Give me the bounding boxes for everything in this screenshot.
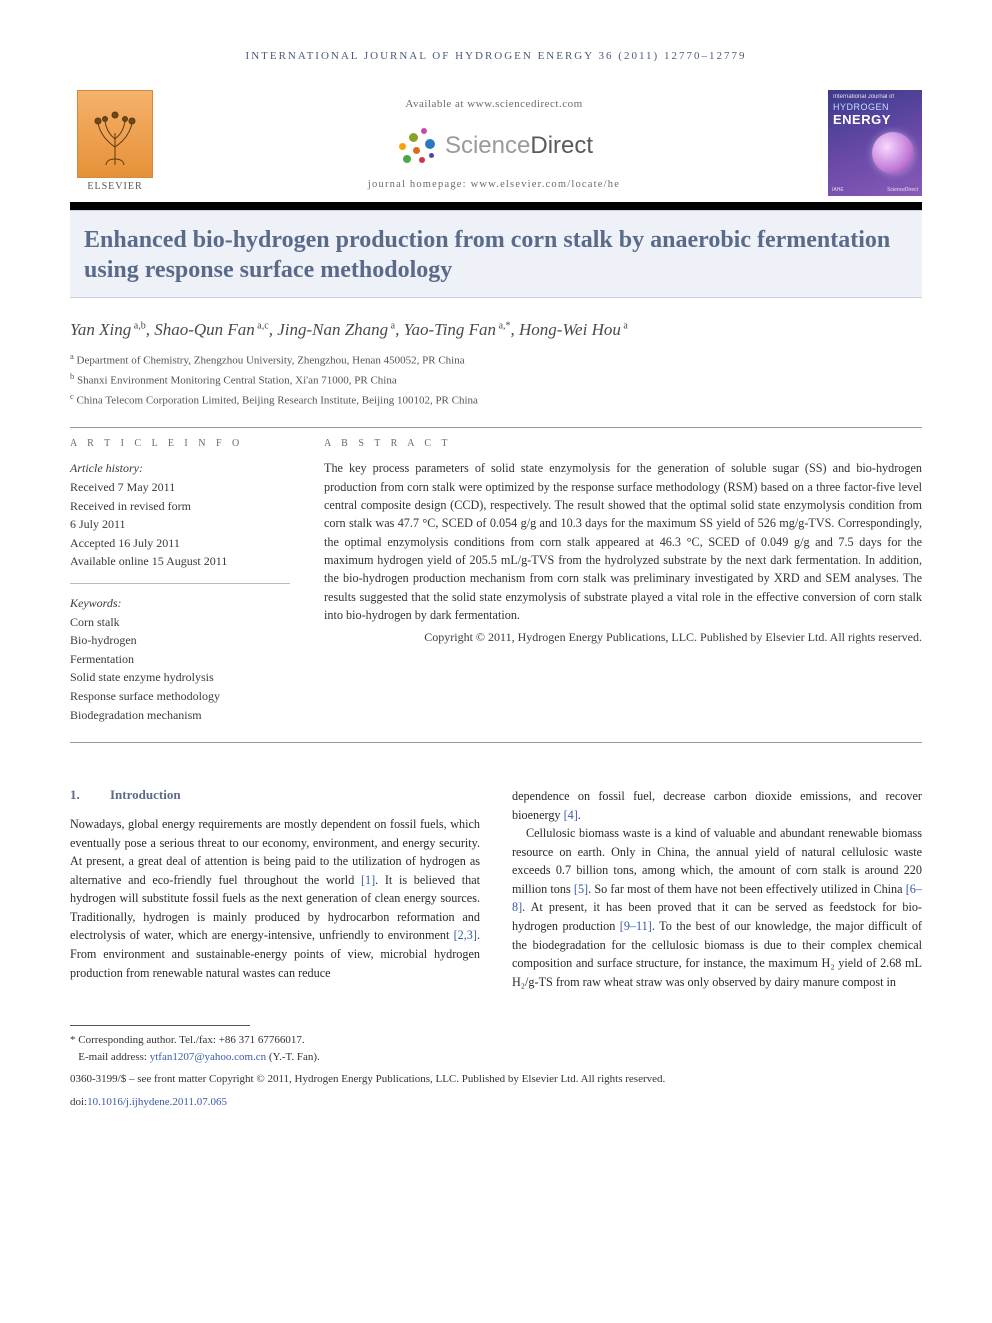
article-history: Article history: Received 7 May 2011Rece… — [70, 459, 290, 571]
history-line: Accepted 16 July 2011 — [70, 534, 290, 553]
running-head: INTERNATIONAL JOURNAL OF HYDROGEN ENERGY… — [70, 50, 922, 62]
elsevier-logo: ELSEVIER — [70, 90, 160, 196]
doi-link[interactable]: 10.1016/j.ijhydene.2011.07.065 — [87, 1096, 227, 1108]
section-1-heading: 1.Introduction — [70, 787, 480, 803]
footnote-rule — [70, 1025, 250, 1026]
history-line: Available online 15 August 2011 — [70, 552, 290, 571]
keyword: Biodegradation mechanism — [70, 706, 290, 725]
affiliation: b Shanxi Environment Monitoring Central … — [70, 370, 922, 389]
affiliations: a Department of Chemistry, Zhengzhou Uni… — [70, 350, 922, 409]
page: INTERNATIONAL JOURNAL OF HYDROGEN ENERGY… — [0, 0, 992, 1150]
sd-wordmark: ScienceDirect — [445, 132, 593, 160]
history-line: 6 July 2011 — [70, 515, 290, 534]
history-line: Received in revised form — [70, 497, 290, 516]
journal-cover-thumbnail: International Journal of HYDROGEN ENERGY… — [828, 90, 922, 196]
abstract-copyright: Copyright © 2011, Hydrogen Energy Public… — [324, 628, 922, 646]
keyword: Response surface methodology — [70, 687, 290, 706]
cover-globe-icon — [872, 132, 914, 174]
article-title: Enhanced bio-hydrogen production from co… — [84, 225, 908, 285]
keyword: Corn stalk — [70, 613, 290, 632]
body-col-right: dependence on fossil fuel, decrease carb… — [512, 787, 922, 991]
section-number: 1. — [70, 787, 110, 803]
body-two-column: 1.Introduction Nowadays, global energy r… — [70, 787, 922, 991]
rule-bottom — [70, 742, 922, 743]
keyword: Solid state enzyme hydrolysis — [70, 668, 290, 687]
keywords-label: Keywords: — [70, 596, 122, 610]
section-title: Introduction — [110, 787, 181, 802]
body-text-right: dependence on fossil fuel, decrease carb… — [512, 787, 922, 991]
history-line: Received 7 May 2011 — [70, 478, 290, 497]
keyword: Bio-hydrogen — [70, 631, 290, 650]
sd-dots-icon — [395, 125, 437, 167]
email-line: E-mail address: ytfan1207@yahoo.com.cn (… — [70, 1049, 922, 1066]
affiliation: c China Telecom Corporation Limited, Bei… — [70, 390, 922, 409]
cover-supertitle: International Journal of — [833, 94, 917, 101]
available-at: Available at www.sciencedirect.com — [168, 98, 820, 110]
abstract-head: A B S T R A C T — [324, 438, 922, 449]
cover-word-energy: ENERGY — [833, 113, 917, 127]
header-center: Available at www.sciencedirect.com Scien… — [160, 90, 828, 196]
footnotes: * Corresponding author. Tel./fax: +86 37… — [70, 1032, 922, 1065]
title-block: Enhanced bio-hydrogen production from co… — [70, 210, 922, 298]
elsevier-tree-icon — [77, 90, 153, 178]
article-info-head: A R T I C L E I N F O — [70, 438, 290, 449]
author-list: Yan Xing a,b, Shao-Qun Fan a,c, Jing-Nan… — [70, 320, 922, 340]
abstract-column: A B S T R A C T The key process paramete… — [324, 438, 922, 724]
doi-line: doi:10.1016/j.ijhydene.2011.07.065 — [70, 1094, 922, 1111]
rule-top — [70, 427, 922, 428]
body-col-left: 1.Introduction Nowadays, global energy r… — [70, 787, 480, 991]
keyword: Fermentation — [70, 650, 290, 669]
black-separator-bar — [70, 202, 922, 210]
keywords-block: Keywords: Corn stalkBio-hydrogenFermenta… — [70, 594, 290, 724]
front-matter-line: 0360-3199/$ – see front matter Copyright… — [70, 1071, 922, 1088]
abstract-text: The key process parameters of solid stat… — [324, 459, 922, 624]
corresponding-author: * Corresponding author. Tel./fax: +86 37… — [70, 1032, 922, 1049]
info-abstract-row: A R T I C L E I N F O Article history: R… — [70, 438, 922, 724]
journal-homepage[interactable]: journal homepage: www.elsevier.com/locat… — [168, 179, 820, 190]
history-label: Article history: — [70, 461, 143, 475]
masthead: ELSEVIER Available at www.sciencedirect.… — [70, 90, 922, 196]
body-text-left: Nowadays, global energy requirements are… — [70, 815, 480, 982]
info-divider — [70, 583, 290, 584]
article-info-column: A R T I C L E I N F O Article history: R… — [70, 438, 290, 724]
sciencedirect-logo[interactable]: ScienceDirect — [168, 125, 820, 167]
email-link[interactable]: ytfan1207@yahoo.com.cn — [150, 1051, 266, 1063]
affiliation: a Department of Chemistry, Zhengzhou Uni… — [70, 350, 922, 369]
elsevier-wordmark: ELSEVIER — [87, 181, 142, 192]
cover-word-hydrogen: HYDROGEN — [833, 103, 917, 113]
